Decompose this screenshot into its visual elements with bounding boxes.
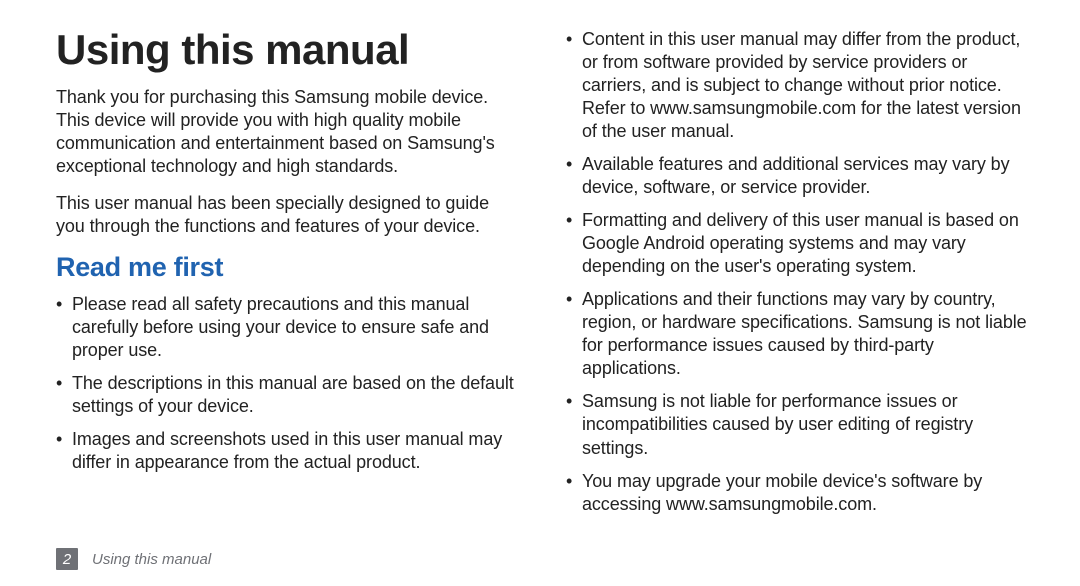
page-number-badge: 2 <box>56 548 78 570</box>
list-item: Images and screenshots used in this user… <box>56 428 520 474</box>
footer-label: Using this manual <box>92 551 211 568</box>
list-item: Samsung is not liable for performance is… <box>566 390 1030 459</box>
bullet-list-right: Content in this user manual may differ f… <box>566 28 1030 516</box>
left-column: Using this manual Thank you for purchasi… <box>56 28 524 526</box>
list-item: Formatting and delivery of this user man… <box>566 209 1030 278</box>
list-item: Applications and their functions may var… <box>566 288 1030 380</box>
page-footer: 2 Using this manual <box>56 548 211 570</box>
two-column-layout: Using this manual Thank you for purchasi… <box>56 28 1030 526</box>
intro-paragraph: Thank you for purchasing this Samsung mo… <box>56 86 520 178</box>
list-item: You may upgrade your mobile device's sof… <box>566 470 1030 516</box>
right-column: Content in this user manual may differ f… <box>566 28 1030 526</box>
list-item: Please read all safety precautions and t… <box>56 293 520 362</box>
list-item: Content in this user manual may differ f… <box>566 28 1030 143</box>
section-heading: Read me first <box>56 252 520 283</box>
intro-paragraph: This user manual has been specially desi… <box>56 192 520 238</box>
list-item: Available features and additional servic… <box>566 153 1030 199</box>
page-title: Using this manual <box>56 28 520 72</box>
manual-page: Using this manual Thank you for purchasi… <box>0 0 1080 586</box>
bullet-list-left: Please read all safety precautions and t… <box>56 293 520 474</box>
list-item: The descriptions in this manual are base… <box>56 372 520 418</box>
